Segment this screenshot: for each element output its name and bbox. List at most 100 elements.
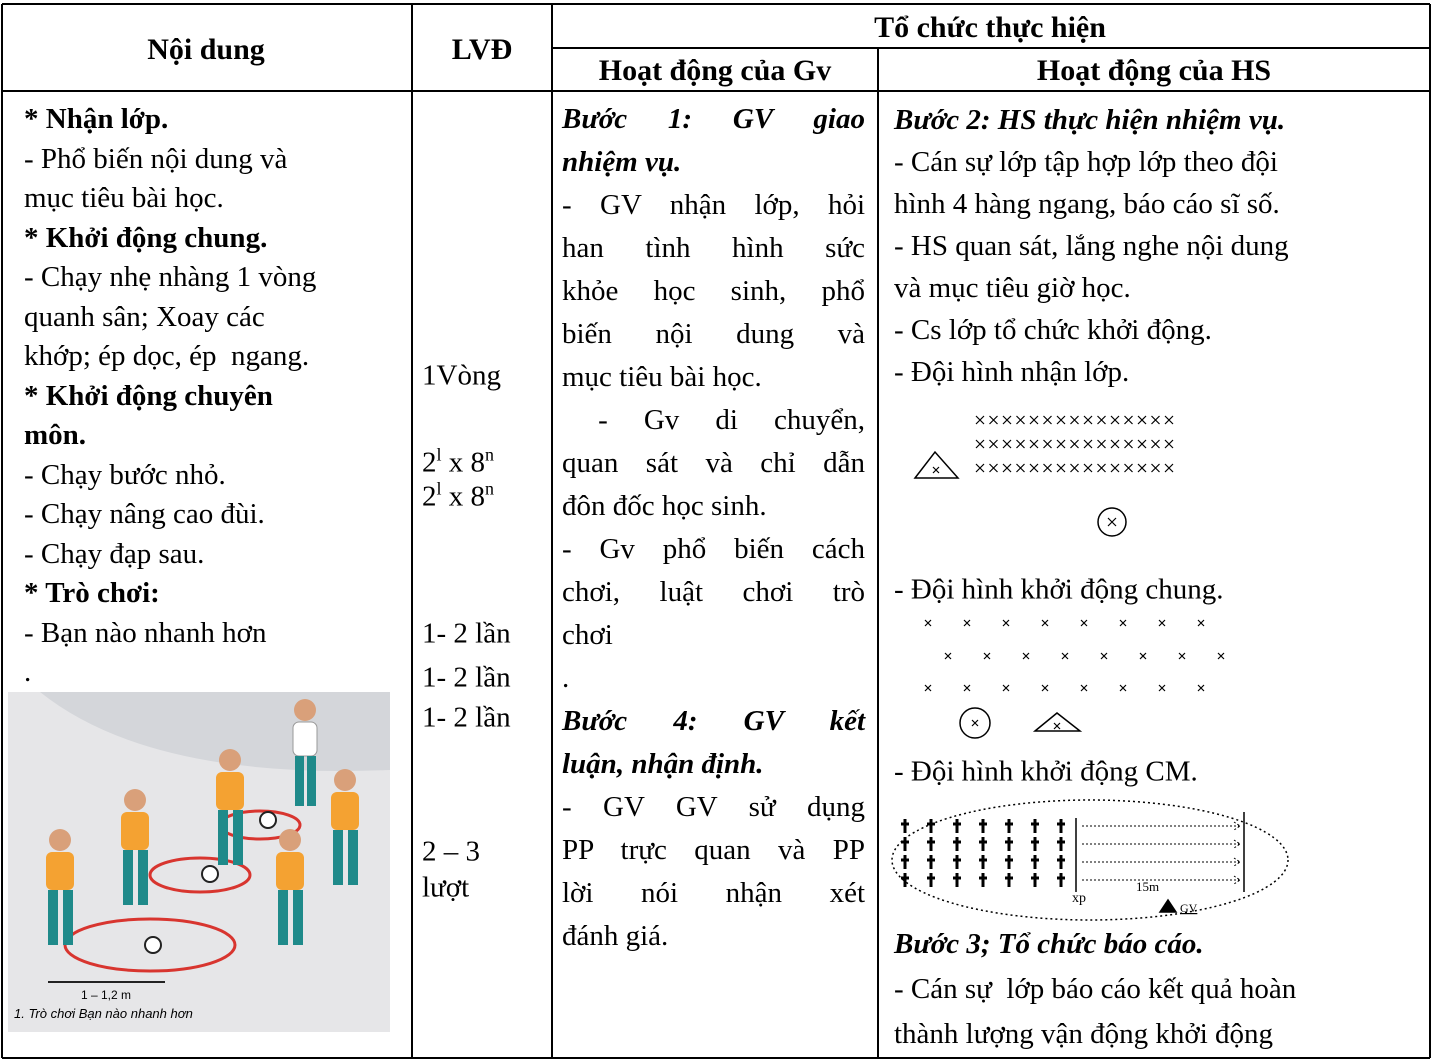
runner bbox=[1031, 873, 1039, 887]
student-mark bbox=[1043, 463, 1052, 473]
runner bbox=[1057, 873, 1065, 887]
text-line: Bước 4: GV kết bbox=[562, 705, 865, 737]
student-mark bbox=[944, 652, 952, 660]
student-mark bbox=[924, 684, 932, 692]
student-mark bbox=[1056, 439, 1066, 449]
lvd-part: x 8 bbox=[441, 480, 486, 513]
runner bbox=[927, 873, 935, 887]
student-mark bbox=[1164, 439, 1174, 449]
student-mark bbox=[1083, 415, 1093, 425]
student-mark bbox=[1056, 463, 1066, 473]
student-mark bbox=[1002, 415, 1012, 425]
students-line: - Đội hình khởi động chung. bbox=[894, 573, 1224, 606]
text-line: - Cs lớp tổ chức khởi động. bbox=[894, 314, 1212, 346]
run-arrow bbox=[1082, 821, 1241, 831]
lvd-item: 1- 2 lần bbox=[422, 661, 511, 694]
text-line: nhiệm vụ. bbox=[562, 146, 682, 178]
student-mark bbox=[1080, 684, 1088, 692]
student-mark bbox=[963, 619, 971, 627]
student-mark bbox=[1164, 463, 1174, 473]
lvd-sup: n bbox=[485, 478, 495, 499]
text-line: - Đội hình nhận lớp. bbox=[894, 356, 1130, 388]
student-mark bbox=[1164, 415, 1174, 425]
text-line: - Chạy bước nhỏ. bbox=[24, 458, 226, 491]
lvd-item: 1- 2 lần bbox=[422, 701, 511, 734]
student-mark bbox=[1029, 415, 1039, 425]
text-line: môn. bbox=[24, 419, 87, 451]
lvd-sup: l bbox=[436, 444, 442, 465]
text-line: - Phổ biến nội dung và bbox=[24, 142, 288, 175]
student-mark bbox=[1110, 439, 1120, 449]
text-line: mục tiêu bài học. bbox=[562, 361, 762, 393]
teacher-triangle bbox=[1032, 712, 1083, 732]
students-cell: Bước 2: HS thực hiện nhiệm vụ. - Cán sự l… bbox=[894, 99, 1289, 393]
text-line: - HS quan sát, lắng nghe nội dung bbox=[894, 230, 1289, 262]
student-mark bbox=[1097, 439, 1106, 449]
runner bbox=[1005, 873, 1013, 887]
student-mark bbox=[975, 439, 985, 449]
runner bbox=[1005, 855, 1013, 869]
student-mark bbox=[1197, 684, 1205, 692]
text-line: Bước 3; Tổ chức báo cáo. bbox=[894, 928, 1204, 960]
student-mark bbox=[1002, 684, 1010, 692]
text-line: hình 4 hàng ngang, báo cáo sĩ số. bbox=[894, 188, 1280, 220]
teacher-triangle bbox=[913, 450, 960, 479]
text-line: - Cán sự lớp báo cáo kết quả hoàn bbox=[894, 973, 1297, 1005]
student-mark bbox=[1158, 619, 1166, 627]
image-caption: 1. Trò chơi Bạn nào nhanh hơn bbox=[14, 1006, 193, 1021]
text-line: - Chạy đạp sau. bbox=[24, 537, 205, 570]
distance-label: 15m bbox=[1136, 879, 1159, 894]
student-mark bbox=[963, 684, 971, 692]
student-mark bbox=[1107, 517, 1117, 527]
players bbox=[46, 699, 359, 945]
runner bbox=[1005, 819, 1013, 833]
student-mark bbox=[1056, 415, 1066, 425]
text-line: - GV GV sử dụng bbox=[562, 791, 865, 823]
runner bbox=[979, 819, 987, 833]
student-mark bbox=[1124, 463, 1133, 473]
student-mark bbox=[1097, 415, 1106, 425]
student-mark bbox=[1139, 652, 1147, 660]
runner bbox=[979, 873, 987, 887]
text-line: biến nội dung và bbox=[562, 318, 865, 350]
text-line: Bước 1: GV giao bbox=[562, 103, 865, 135]
students-cell: Bước 3; Tổ chức báo cáo. - Cán sự lớp báo… bbox=[894, 922, 1296, 1057]
text-line: - Cán sự lớp tập hợp lớp theo đội bbox=[894, 146, 1278, 178]
student-mark bbox=[1158, 684, 1166, 692]
text-line: quan sát và chỉ dẫn bbox=[562, 447, 865, 479]
student-mark bbox=[1070, 415, 1079, 425]
student-mark bbox=[975, 463, 985, 473]
text-line: PP trực quan và PP bbox=[562, 834, 865, 866]
lvd-part: x 8 bbox=[441, 446, 486, 479]
runner bbox=[927, 819, 935, 833]
student-mark bbox=[1110, 415, 1120, 425]
student-mark bbox=[1119, 619, 1127, 627]
runner bbox=[901, 819, 909, 833]
student-mark bbox=[1110, 463, 1120, 473]
runner bbox=[901, 855, 909, 869]
formation-diagrams: xp 15m GV bbox=[891, 415, 1289, 921]
runner bbox=[1031, 819, 1039, 833]
student-mark bbox=[1016, 463, 1025, 473]
text-line: lời nói nhận xét bbox=[562, 877, 865, 909]
text-line: luận, nhận định. bbox=[562, 748, 764, 780]
text-line: thành lượng vận động khởi động bbox=[894, 1018, 1274, 1050]
student-mark bbox=[1080, 619, 1088, 627]
illustration: 1 – 1,2 m 1. Trò chơi Bạn nào nhanh hơn bbox=[8, 692, 390, 1032]
text-line: - GV nhận lớp, hỏi bbox=[562, 189, 865, 221]
student-mark bbox=[1124, 415, 1133, 425]
header-cell: Hoạt động của HS bbox=[1036, 54, 1272, 87]
runner bbox=[953, 873, 961, 887]
text-line: * Khởi động chung. bbox=[24, 221, 268, 254]
runner bbox=[953, 855, 961, 869]
student-mark bbox=[989, 463, 998, 473]
text-line: mục tiêu bài học. bbox=[24, 182, 224, 214]
text-line: khớp; ép dọc, ép ngang. bbox=[24, 340, 310, 372]
runner bbox=[979, 855, 987, 869]
text-line: . bbox=[562, 662, 570, 694]
teacher-marker bbox=[1158, 898, 1178, 913]
runner bbox=[1031, 837, 1039, 851]
leader-circle bbox=[959, 707, 991, 739]
text-line: . bbox=[24, 656, 32, 688]
teacher-label: GV bbox=[1180, 901, 1198, 915]
